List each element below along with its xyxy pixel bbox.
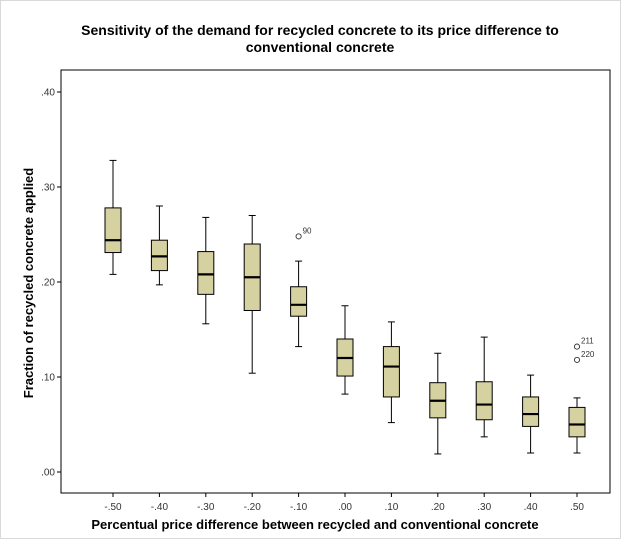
y-tick-label: .40 bbox=[41, 88, 55, 99]
box-item bbox=[243, 215, 261, 374]
box-body bbox=[290, 286, 308, 317]
box-body bbox=[382, 346, 400, 398]
outlier-label: 220 bbox=[581, 350, 595, 359]
x-tick-label: -.30 bbox=[197, 502, 215, 513]
x-axis-title: Percentual price difference between recy… bbox=[91, 517, 538, 532]
box-item: 90 bbox=[290, 226, 312, 348]
x-tick-label: .30 bbox=[477, 502, 491, 513]
x-tick-label: -.40 bbox=[151, 502, 169, 513]
outlier-label: 211 bbox=[581, 337, 594, 346]
x-tick-label: .50 bbox=[570, 502, 584, 513]
x-tick-label: .20 bbox=[431, 502, 445, 513]
chart-title: Sensitivity of the demand for recycled c… bbox=[81, 22, 559, 55]
outlier-label: 90 bbox=[303, 226, 312, 235]
box-item bbox=[104, 159, 122, 275]
x-tick-label: -.10 bbox=[290, 502, 308, 513]
x-tick-label: .40 bbox=[524, 502, 538, 513]
outlier-point bbox=[295, 233, 302, 240]
outlier-point bbox=[573, 356, 581, 363]
x-tick-label: .00 bbox=[338, 502, 352, 513]
outlier-point bbox=[573, 343, 581, 350]
x-tick-label: -.50 bbox=[104, 502, 122, 513]
y-tick-label: .20 bbox=[41, 278, 55, 289]
box-body bbox=[475, 381, 493, 421]
box-item bbox=[382, 321, 400, 424]
y-tick-label: .10 bbox=[41, 373, 55, 384]
y-axis: .00 .10 .20 .30 .40 bbox=[41, 88, 61, 479]
box-item bbox=[197, 216, 215, 325]
y-axis-title: Fraction of recycled concrete applied bbox=[21, 168, 36, 399]
y-tick-label: .00 bbox=[41, 468, 55, 479]
box-item bbox=[522, 374, 540, 454]
box-body bbox=[522, 396, 540, 427]
box-body bbox=[104, 207, 122, 254]
y-tick-label: .30 bbox=[41, 183, 55, 194]
box-item bbox=[336, 305, 354, 395]
box-item bbox=[429, 352, 447, 455]
x-tick-label: -.20 bbox=[244, 502, 262, 513]
box-body bbox=[197, 251, 215, 295]
box-item bbox=[475, 336, 493, 438]
box-body bbox=[568, 406, 586, 438]
x-axis: -.50 -.40 -.30 -.20 -.10 .00 .10 .20 .30 .40 .50 bbox=[104, 493, 584, 513]
x-tick-label: .10 bbox=[384, 502, 398, 513]
box-item bbox=[150, 205, 168, 286]
plot-area bbox=[60, 69, 611, 494]
